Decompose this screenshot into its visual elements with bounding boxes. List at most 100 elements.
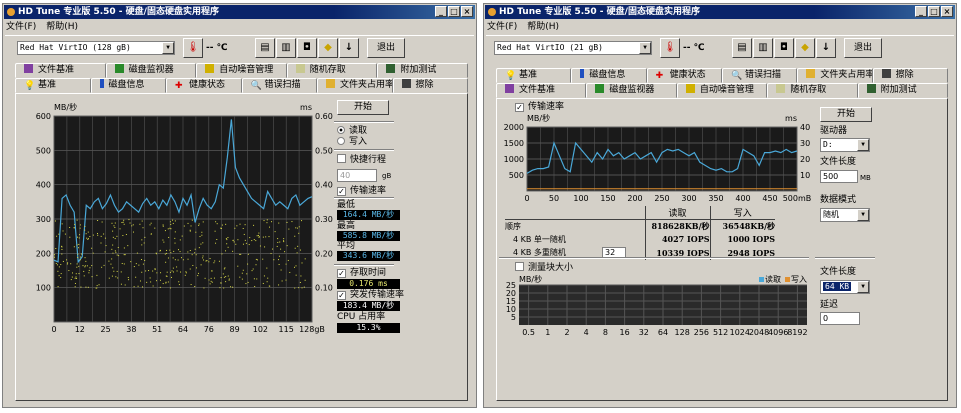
access-time-point: [270, 252, 272, 254]
maximize-button[interactable]: □: [928, 6, 940, 17]
tab-disk-info[interactable]: 磁盘信息: [571, 68, 647, 83]
tab-folder-usage[interactable]: 文件夹占用率: [317, 78, 393, 93]
camera-icon[interactable]: ◘: [774, 38, 794, 58]
read-radio[interactable]: 读取: [337, 126, 367, 136]
chevron-down-icon[interactable]: ▼: [639, 42, 651, 54]
tab-health[interactable]: ✚ 健康状态: [166, 78, 242, 93]
access-time-point: [168, 236, 170, 238]
short-stroke-checkbox[interactable]: 快捷行程: [337, 154, 386, 165]
data-pattern-select[interactable]: 随机 ▼: [820, 208, 870, 222]
block-size-checkbox[interactable]: 测量块大小: [515, 262, 573, 273]
copy-image-icon[interactable]: ▥: [753, 38, 773, 58]
copy-image-icon[interactable]: ▥: [276, 38, 296, 58]
x-tick-label: 8: [603, 328, 608, 337]
maximize-button[interactable]: □: [448, 6, 460, 17]
tab-erase[interactable]: 擦除: [392, 78, 468, 93]
access-time-checkbox[interactable]: ✓ 存取时间: [337, 268, 387, 278]
access-time-point: [74, 277, 76, 279]
transfer-rate-checkbox[interactable]: ✓ 传输速率: [515, 102, 565, 112]
tab-benchmark[interactable]: 💡 基准: [496, 68, 572, 83]
drive-select[interactable]: Red Hat VirtIO (21 gB) ▼: [494, 41, 652, 55]
burst-rate-checkbox[interactable]: ✓ 突发传输速率: [337, 290, 405, 300]
block-file-length-select[interactable]: 64 KB ▼: [820, 280, 870, 294]
menu-help[interactable]: 帮助(H): [527, 22, 559, 32]
chevron-down-icon[interactable]: ▼: [857, 139, 869, 151]
tab-folder-usage[interactable]: 文件夹占用率: [797, 68, 873, 83]
access-time-point: [269, 226, 271, 228]
access-time-point: [189, 229, 191, 231]
copy-text-icon[interactable]: ▤: [732, 38, 752, 58]
start-button[interactable]: 开始: [820, 107, 872, 122]
chevron-down-icon[interactable]: ▼: [857, 281, 869, 293]
minimize-button[interactable]: _: [435, 6, 447, 17]
start-button[interactable]: 开始: [337, 100, 389, 115]
exit-button[interactable]: 退出: [844, 38, 882, 58]
access-time-point: [71, 272, 73, 274]
tab-random-access[interactable]: 随机存取: [767, 83, 858, 98]
tab-disk-monitor[interactable]: 磁盘监视器: [586, 83, 677, 98]
temperature-button[interactable]: 🌡: [660, 38, 680, 58]
tab-file-benchmark[interactable]: 文件基准: [15, 63, 106, 78]
exit-button[interactable]: 退出: [367, 38, 405, 58]
access-time-point: [178, 284, 180, 286]
chevron-down-icon[interactable]: ▼: [162, 42, 174, 54]
camera-icon[interactable]: ◘: [297, 38, 317, 58]
menu-file[interactable]: 文件(F): [6, 22, 37, 32]
transfer-rate-checkbox[interactable]: ✓ 传输速率: [337, 186, 387, 196]
menu-file[interactable]: 文件(F): [487, 22, 518, 32]
col-read: 读取: [644, 206, 710, 220]
temperature-button[interactable]: 🌡: [183, 38, 203, 58]
save-arrow-down-icon[interactable]: ↓: [339, 38, 359, 58]
access-time-point: [69, 226, 71, 228]
window-title: HD Tune 专业版 5.50 - 硬盘/固态硬盘实用程序: [18, 7, 219, 17]
tab-error-scan[interactable]: 🔍 错误扫描: [241, 78, 317, 93]
access-time-point: [266, 281, 268, 283]
access-time-point: [135, 276, 137, 278]
access-time-point: [280, 248, 282, 250]
access-time-point: [208, 261, 210, 263]
access-time-point: [69, 236, 71, 238]
chevron-down-icon[interactable]: ▼: [857, 209, 869, 221]
tab-random-access[interactable]: 随机存取: [286, 63, 378, 78]
queue-depth-stepper[interactable]: 32: [602, 246, 626, 258]
options-icon[interactable]: ◆: [795, 38, 815, 58]
options-icon[interactable]: ◆: [318, 38, 338, 58]
tab-benchmark[interactable]: 💡 基准: [15, 78, 91, 93]
access-time-point: [86, 237, 88, 239]
target-drive-select[interactable]: D: ▼: [820, 138, 870, 152]
access-time-point: [95, 287, 97, 289]
y2-axis-label: ms: [300, 103, 312, 112]
tab-disk-info[interactable]: 磁盘信息: [90, 78, 166, 93]
close-button[interactable]: ×: [941, 6, 953, 17]
tab-aam[interactable]: 自动噪音管理: [676, 83, 768, 98]
tab-aam[interactable]: 自动噪音管理: [196, 63, 287, 78]
write-radio[interactable]: 写入: [337, 137, 367, 147]
access-time-point: [247, 281, 249, 283]
max-label: 最高: [337, 221, 356, 231]
drive-select[interactable]: Red Hat VirtIO (128 gB) ▼: [17, 41, 175, 55]
y-tick-label: 1500: [504, 139, 524, 148]
tab-extra-tests[interactable]: 附加测试: [857, 83, 949, 98]
tab-file-benchmark[interactable]: 文件基准: [496, 83, 587, 98]
tab-disk-monitor[interactable]: 磁盘监视器: [105, 63, 197, 78]
access-time-point: [123, 223, 125, 225]
menu-help[interactable]: 帮助(H): [46, 22, 78, 32]
save-arrow-down-icon[interactable]: ↓: [816, 38, 836, 58]
access-time-point: [239, 253, 241, 255]
access-time-point: [92, 234, 94, 236]
close-button[interactable]: ×: [461, 6, 473, 17]
tab-erase[interactable]: 擦除: [872, 68, 948, 83]
access-time-point: [173, 250, 175, 252]
file-length-stepper[interactable]: 500: [820, 170, 858, 183]
copy-text-icon[interactable]: ▤: [255, 38, 275, 58]
access-time-point: [253, 224, 255, 226]
access-time-point: [122, 235, 124, 237]
minimize-button[interactable]: _: [915, 6, 927, 17]
access-time-point: [132, 231, 134, 233]
y-tick-label: 15: [506, 297, 516, 306]
short-stroke-stepper[interactable]: 40: [337, 169, 377, 182]
tab-error-scan[interactable]: 🔍 错误扫描: [721, 68, 798, 83]
delay-stepper[interactable]: 0: [820, 312, 860, 325]
tab-health[interactable]: ✚ 健康状态: [646, 68, 722, 83]
tab-extra-tests[interactable]: 附加测试: [377, 63, 468, 78]
